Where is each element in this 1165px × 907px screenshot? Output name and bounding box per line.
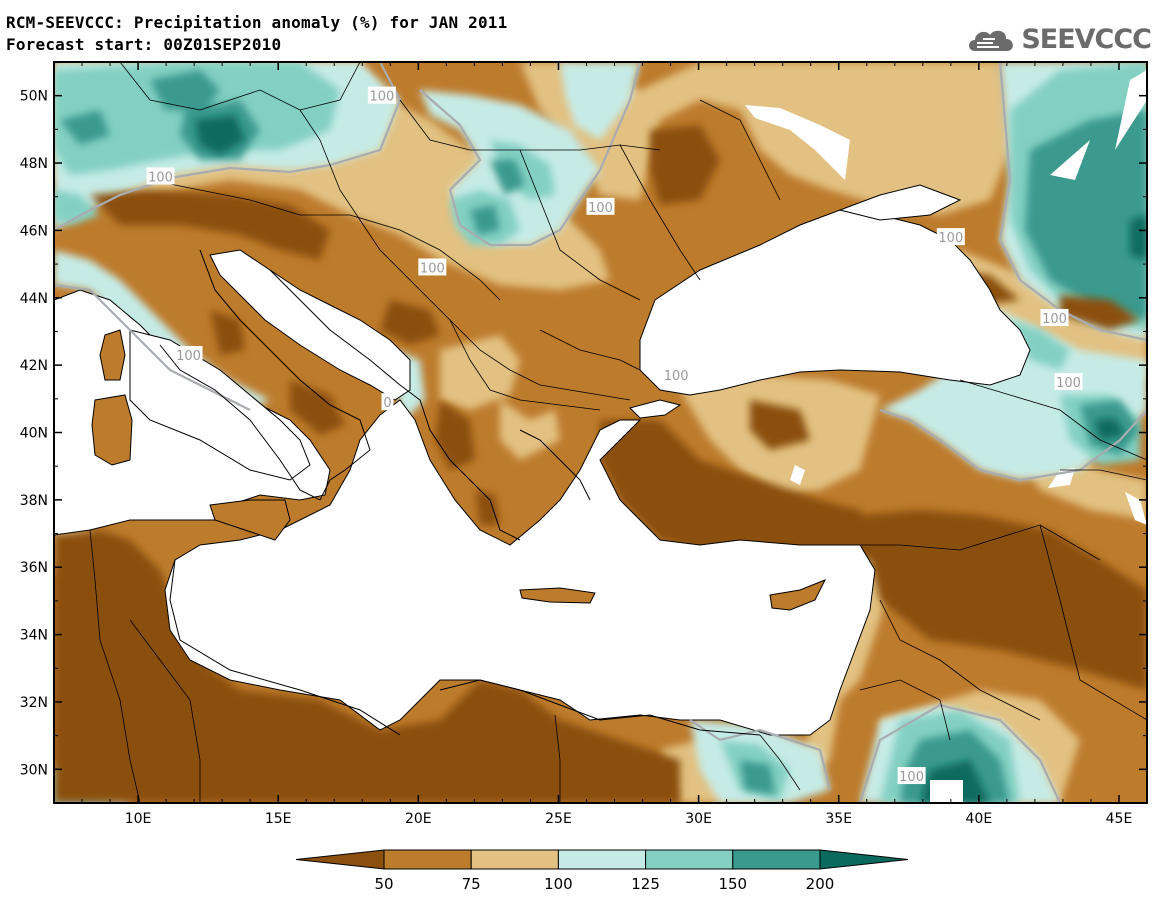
contour-label-bg (146, 167, 175, 185)
contour-label: 100 (176, 349, 201, 364)
islands (91, 329, 827, 611)
map-title: RCM-SEEVCCC: Precipitation anomaly (%) f… (6, 13, 508, 32)
lat-tick-label: 48N (20, 156, 48, 172)
contour-label-bg (1040, 308, 1069, 326)
colorbar-label: 50 (374, 875, 393, 893)
lon-tick-label: 35E (825, 811, 852, 827)
colorbar-high-extension (819, 849, 909, 870)
colorbar-low-extension (295, 849, 385, 870)
colorbar-swatch (732, 849, 821, 870)
coastlines (159, 249, 761, 736)
contour-label-bg (174, 346, 203, 364)
zero-anomaly-contours (54, 62, 1147, 803)
colorbar-label: 75 (462, 875, 481, 893)
lat-tick-label: 44N (20, 291, 48, 307)
lon-tick-label: 10E (125, 811, 152, 827)
contour-label-bg (418, 258, 447, 276)
lat-tick-label: 46N (20, 223, 48, 239)
contour-label: 100 (938, 231, 963, 246)
contour-label: 100 (588, 201, 613, 216)
anomaly-field: 100 100 100 100 100 100 100 100 100 100 0 (54, 62, 1147, 803)
contour-label-bg (897, 767, 926, 785)
lon-tick-label: 25E (545, 811, 572, 827)
latitude-axis: 30N 32N 34N 36N 38N 40N 42N 44N 46N 48N 50N (20, 61, 1147, 804)
longitude-axis: 10E 15E 20E 25E 30E 35E 40E 45E (81, 62, 1148, 827)
lon-tick-label: 15E (265, 811, 292, 827)
lon-tick-label: 40E (966, 811, 993, 827)
lat-tick-label: 38N (20, 493, 48, 509)
contour-label: 100 (369, 90, 394, 105)
lon-tick-label: 45E (1106, 811, 1133, 827)
contour-label-bg (381, 393, 394, 411)
contour-label: 100 (420, 261, 445, 276)
sea-areas (54, 184, 1031, 736)
contour-label: 100 (1042, 312, 1067, 327)
contour-label: 100 (664, 369, 689, 384)
colorbar-swatch (557, 849, 647, 870)
contour-label-bg (662, 366, 691, 384)
contour-label-bg (586, 197, 615, 215)
colorbar-label: 150 (718, 875, 747, 893)
blank-patches (745, 70, 1147, 802)
lon-tick-label: 20E (405, 811, 432, 827)
logo-text: SEEVCCC (1021, 24, 1152, 55)
contour-label-bg (936, 228, 965, 246)
colorbar-label: 125 (631, 875, 660, 893)
lat-tick-label: 42N (20, 358, 48, 374)
lat-tick-label: 34N (20, 628, 48, 644)
contour-label: 100 (1056, 376, 1081, 391)
contour-label-bg (367, 86, 396, 104)
contour-labels: 100 100 100 100 100 100 100 100 100 100 0 (146, 86, 1083, 785)
cloud-logo-icon (969, 30, 1014, 51)
contour-label-bg (1054, 372, 1083, 390)
colorbar: 50 75 100 125 150 200 (295, 849, 909, 893)
lat-tick-label: 30N (20, 762, 48, 778)
lon-tick-label: 30E (685, 811, 712, 827)
colorbar-swatch (470, 849, 559, 870)
contour-label: 100 (899, 770, 924, 785)
lat-tick-label: 50N (20, 89, 48, 105)
colorbar-swatch (383, 849, 472, 870)
contour-label: 100 (148, 171, 173, 186)
colorbar-label: 100 (544, 875, 573, 893)
lat-tick-label: 32N (20, 695, 48, 711)
colorbar-swatch (645, 849, 734, 870)
country-borders (89, 62, 1147, 803)
forecast-start-subtitle: Forecast start: 00Z01SEP2010 (6, 35, 282, 54)
lat-tick-label: 36N (20, 560, 48, 576)
contour-label: 0 (383, 396, 391, 411)
seevccc-logo: SEEVCCC (965, 24, 1152, 55)
lat-tick-label: 40N (20, 426, 48, 442)
strong-dry-zones (54, 125, 1147, 803)
colorbar-label: 200 (806, 875, 835, 893)
